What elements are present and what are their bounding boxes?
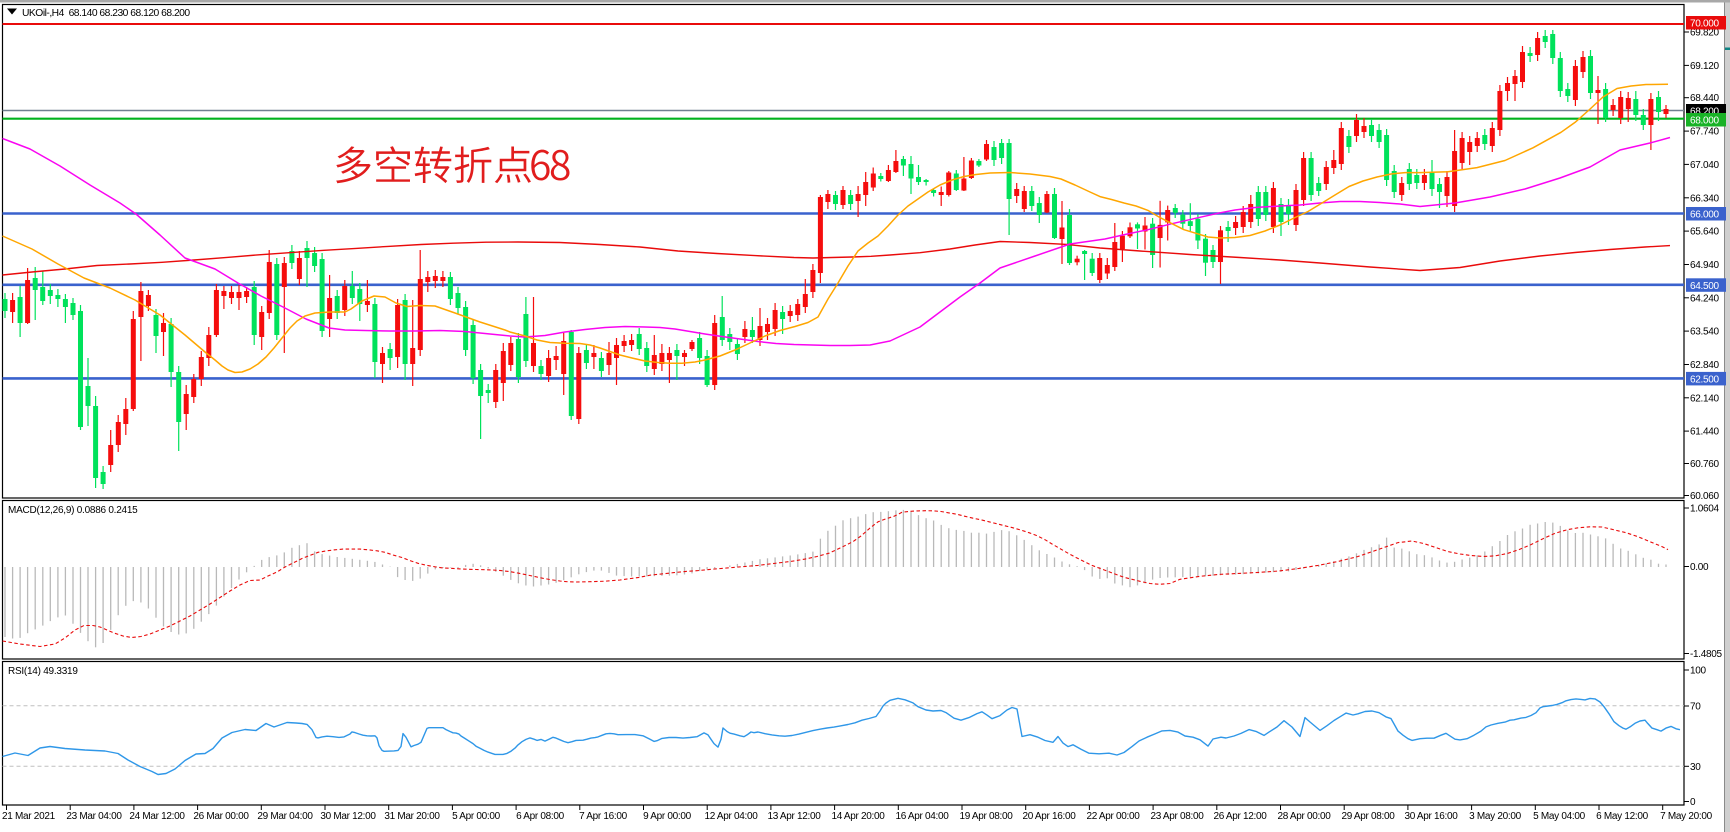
svg-text:16 Apr 04:00: 16 Apr 04:00 xyxy=(895,811,949,822)
svg-text:60.760: 60.760 xyxy=(1690,459,1720,470)
svg-text:60.060: 60.060 xyxy=(1690,491,1720,502)
svg-text:13 Apr 12:00: 13 Apr 12:00 xyxy=(767,811,821,822)
svg-text:67.740: 67.740 xyxy=(1690,127,1720,138)
svg-text:64.940: 64.940 xyxy=(1690,260,1720,271)
svg-text:RSI(14) 49.3319: RSI(14) 49.3319 xyxy=(8,666,78,677)
svg-text:66.340: 66.340 xyxy=(1690,193,1720,204)
svg-text:70.000: 70.000 xyxy=(1690,19,1720,30)
svg-text:22 Apr 00:00: 22 Apr 00:00 xyxy=(1086,811,1140,822)
svg-text:62.140: 62.140 xyxy=(1690,393,1720,404)
svg-text:14 Apr 20:00: 14 Apr 20:00 xyxy=(831,811,885,822)
svg-text:65.640: 65.640 xyxy=(1690,227,1720,238)
svg-text:20 Apr 16:00: 20 Apr 16:00 xyxy=(1022,811,1076,822)
svg-text:-1.4805: -1.4805 xyxy=(1690,649,1723,660)
svg-text:67.040: 67.040 xyxy=(1690,160,1720,171)
svg-text:31 Mar 20:00: 31 Mar 20:00 xyxy=(384,811,440,822)
svg-text:26 Apr 12:00: 26 Apr 12:00 xyxy=(1213,811,1267,822)
svg-text:100: 100 xyxy=(1690,666,1707,677)
svg-text:7 Apr 16:00: 7 Apr 16:00 xyxy=(579,811,628,822)
svg-text:21 Mar 2021: 21 Mar 2021 xyxy=(2,811,56,822)
svg-text:UKOil-,H4 68.140 68.230 68.12: UKOil-,H4 68.140 68.230 68.120 68.200 xyxy=(22,8,190,19)
svg-text:69.820: 69.820 xyxy=(1690,28,1720,39)
svg-text:63.540: 63.540 xyxy=(1690,327,1720,338)
svg-text:26 Mar 00:00: 26 Mar 00:00 xyxy=(193,811,249,822)
svg-text:23 Apr 08:00: 23 Apr 08:00 xyxy=(1150,811,1204,822)
svg-text:68.200: 68.200 xyxy=(1690,107,1720,118)
svg-text:64.500: 64.500 xyxy=(1690,281,1720,292)
svg-text:62.840: 62.840 xyxy=(1690,360,1720,371)
svg-text:0.00: 0.00 xyxy=(1690,562,1709,573)
svg-text:29 Apr 08:00: 29 Apr 08:00 xyxy=(1341,811,1395,822)
svg-text:5 Apr 00:00: 5 Apr 00:00 xyxy=(452,811,501,822)
svg-text:9 Apr 00:00: 9 Apr 00:00 xyxy=(643,811,692,822)
svg-text:29 Mar 04:00: 29 Mar 04:00 xyxy=(257,811,313,822)
svg-text:70: 70 xyxy=(1690,702,1701,713)
svg-text:19 Apr 08:00: 19 Apr 08:00 xyxy=(959,811,1013,822)
svg-text:1.0604: 1.0604 xyxy=(1690,504,1720,515)
svg-text:3 May 20:00: 3 May 20:00 xyxy=(1469,811,1521,822)
svg-text:28 Apr 00:00: 28 Apr 00:00 xyxy=(1277,811,1331,822)
svg-text:6 May 12:00: 6 May 12:00 xyxy=(1596,811,1648,822)
svg-text:64.240: 64.240 xyxy=(1690,293,1720,304)
svg-text:30: 30 xyxy=(1690,762,1701,773)
svg-text:62.500: 62.500 xyxy=(1690,374,1720,385)
svg-text:7 May 20:00: 7 May 20:00 xyxy=(1660,811,1712,822)
svg-text:12 Apr 04:00: 12 Apr 04:00 xyxy=(704,811,758,822)
svg-text:68.440: 68.440 xyxy=(1690,93,1720,104)
svg-text:24 Mar 12:00: 24 Mar 12:00 xyxy=(129,811,185,822)
svg-text:68.000: 68.000 xyxy=(1690,116,1720,127)
svg-text:66.000: 66.000 xyxy=(1690,210,1720,221)
svg-text:69.120: 69.120 xyxy=(1690,61,1720,72)
svg-text:5 May 04:00: 5 May 04:00 xyxy=(1533,811,1585,822)
svg-text:30 Apr 16:00: 30 Apr 16:00 xyxy=(1404,811,1458,822)
svg-text:MACD(12,26,9) 0.0886 0.2415: MACD(12,26,9) 0.0886 0.2415 xyxy=(8,505,138,516)
svg-text:61.440: 61.440 xyxy=(1690,427,1720,438)
svg-text:23 Mar 04:00: 23 Mar 04:00 xyxy=(66,811,122,822)
svg-text:0: 0 xyxy=(1690,797,1696,808)
svg-text:6 Apr 08:00: 6 Apr 08:00 xyxy=(516,811,565,822)
svg-text:30 Mar 12:00: 30 Mar 12:00 xyxy=(320,811,376,822)
